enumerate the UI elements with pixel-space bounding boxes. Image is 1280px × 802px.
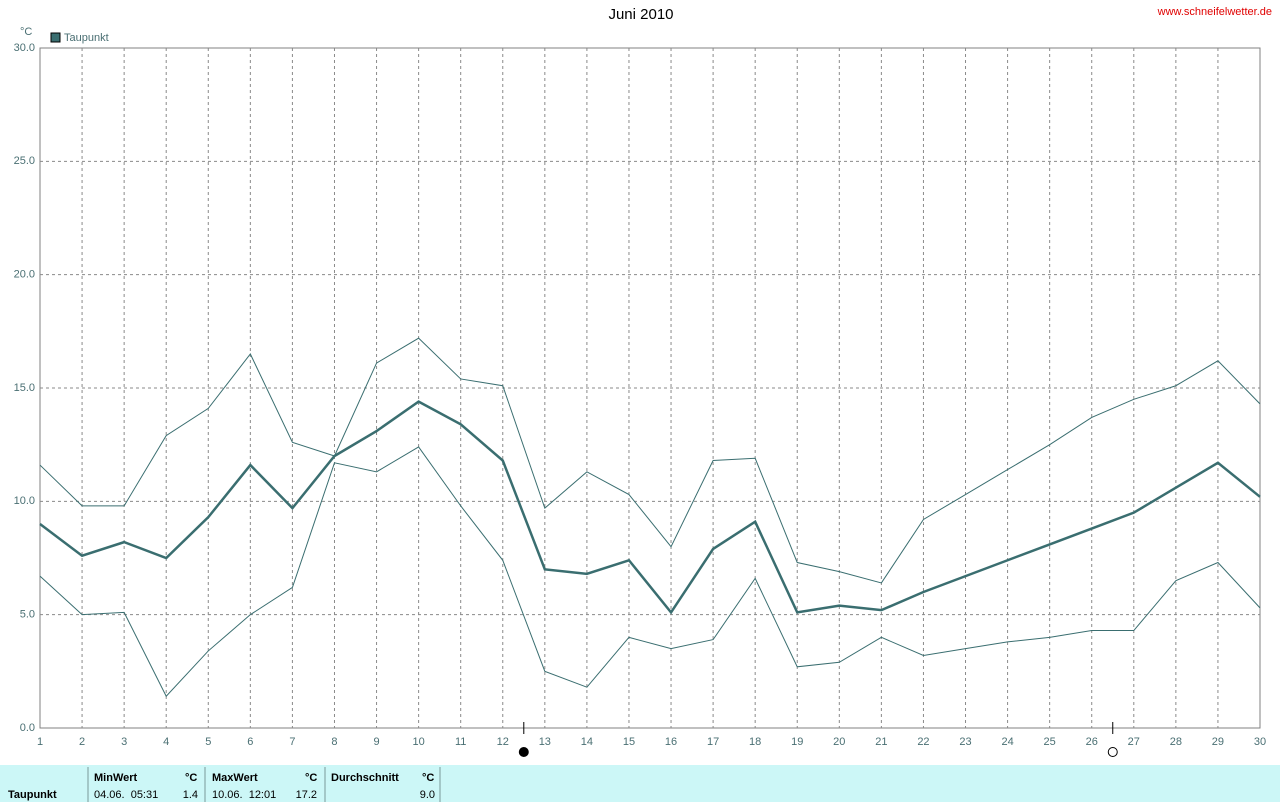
- x-tick-label: 18: [749, 736, 761, 748]
- x-tick-label: 8: [331, 736, 337, 748]
- x-tick-label: 29: [1212, 736, 1224, 748]
- x-tick-label: 7: [289, 736, 295, 748]
- source: www.schneifelwetter.de: [1157, 6, 1272, 18]
- x-tick-label: 16: [665, 736, 677, 748]
- x-tick-label: 2: [79, 736, 85, 748]
- x-tick-label: 21: [875, 736, 887, 748]
- x-tick-label: 11: [455, 736, 466, 748]
- x-tick-label: 1: [37, 736, 43, 748]
- stats-time: 04.06. 05:31: [94, 789, 158, 801]
- x-tick-label: 24: [1001, 736, 1013, 748]
- stats-value: 17.2: [296, 789, 317, 801]
- x-tick-label: 19: [791, 736, 803, 748]
- range-line: [39, 337, 1261, 584]
- x-tick-label: 30: [1254, 736, 1266, 748]
- stats-value: 9.0: [420, 789, 435, 801]
- stats-bar: [0, 765, 1280, 802]
- x-tick-label: 4: [163, 736, 169, 748]
- y-tick-label: 15.0: [14, 382, 35, 394]
- stats-dividers: [87, 767, 441, 802]
- y-tick-label: 0.0: [20, 722, 35, 734]
- x-tick-label: 27: [1128, 736, 1140, 748]
- stats-value: 1.4: [183, 789, 198, 801]
- x-tick-label: 23: [959, 736, 971, 748]
- y-tick-label: 5.0: [20, 609, 35, 621]
- range-line: [39, 446, 1261, 698]
- x-tick-label: 5: [205, 736, 211, 748]
- x-tick-label: 17: [707, 736, 719, 748]
- x-tick-label: 10: [412, 736, 424, 748]
- y-tick-label: 25.0: [14, 155, 35, 167]
- x-tick-label: 13: [539, 736, 551, 748]
- legend-label: Taupunkt: [64, 32, 109, 44]
- y-tick-label: 10.0: [14, 495, 35, 507]
- chart-title: Juni 2010: [608, 6, 673, 23]
- stats-title: Durchschnitt: [331, 772, 399, 784]
- legend-swatch: [50, 32, 61, 43]
- x-tick-label: 28: [1170, 736, 1182, 748]
- stats-unit: °C: [305, 772, 317, 784]
- y-tick-label: 30.0: [14, 42, 35, 54]
- x-tick-label: 20: [833, 736, 845, 748]
- moon-phase: [518, 747, 529, 757]
- y-unit: °C: [20, 26, 32, 38]
- x-tick-label: 3: [121, 736, 127, 748]
- stats-unit: °C: [422, 772, 434, 784]
- stats-unit: °C: [185, 772, 197, 784]
- x-tick-label: 22: [917, 736, 929, 748]
- x-tick-label: 15: [623, 736, 635, 748]
- moon-phase: [1107, 747, 1118, 757]
- x-tick-label: 12: [497, 736, 509, 748]
- x-tick-label: 25: [1044, 736, 1056, 748]
- x-tick-label: 14: [581, 736, 593, 748]
- series-line: [39, 400, 1261, 615]
- x-tick-label: 26: [1086, 736, 1098, 748]
- stats-title: MinWert: [94, 772, 138, 784]
- y-tick-label: 20.0: [14, 269, 35, 281]
- stats-row-label: Taupunkt: [8, 789, 57, 801]
- stats-time: 10.06. 12:01: [212, 789, 276, 801]
- x-tick-label: 6: [247, 736, 253, 748]
- x-tick-label: 9: [373, 736, 379, 748]
- stats-title: MaxWert: [212, 772, 258, 784]
